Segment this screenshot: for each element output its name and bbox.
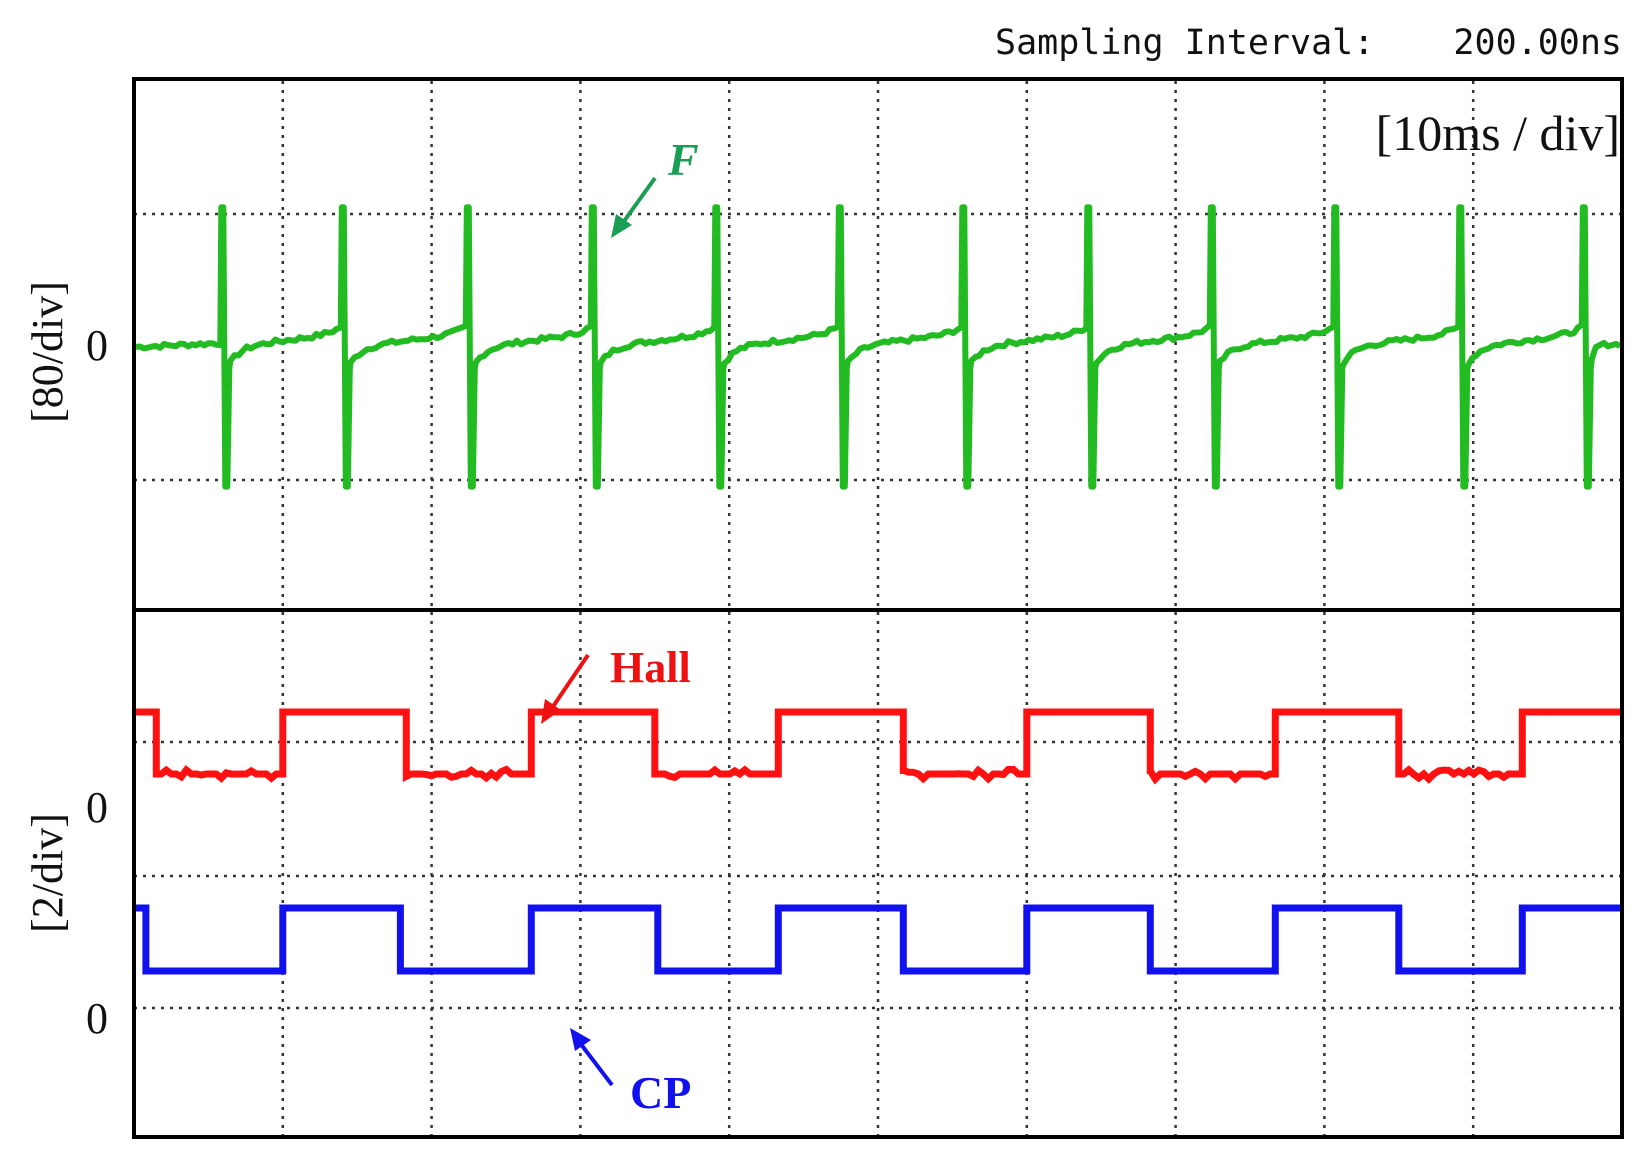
sampling-interval-label: Sampling Interval:: [995, 23, 1374, 63]
cp-arrow-icon: [570, 1028, 614, 1087]
bottom-y-axis-label: [2/div]: [23, 813, 72, 933]
top-zero-label: 0: [86, 321, 108, 370]
series-label-f: F: [667, 134, 699, 185]
series-label-cp: CP: [630, 1067, 691, 1118]
series-line-hall: [136, 708, 1620, 785]
series-line-f: [135, 204, 1622, 490]
cp-zero-label: 0: [86, 994, 108, 1043]
traces: [135, 204, 1622, 975]
time-scale-label: [10ms / div]: [1376, 105, 1620, 161]
series-line-cp: [136, 904, 1620, 975]
f-arrow-icon: [611, 176, 657, 238]
bottom-panel-grid: [134, 612, 1622, 1135]
sampling-interval-value: 200.00ns: [1453, 23, 1622, 63]
series-label-hall: Hall: [610, 643, 691, 692]
top-y-axis-label: [80/div]: [23, 281, 72, 423]
bottom-panel-frame: [132, 608, 1624, 1139]
hall-arrow-icon: [541, 653, 590, 724]
hall-zero-label: 0: [86, 783, 108, 832]
